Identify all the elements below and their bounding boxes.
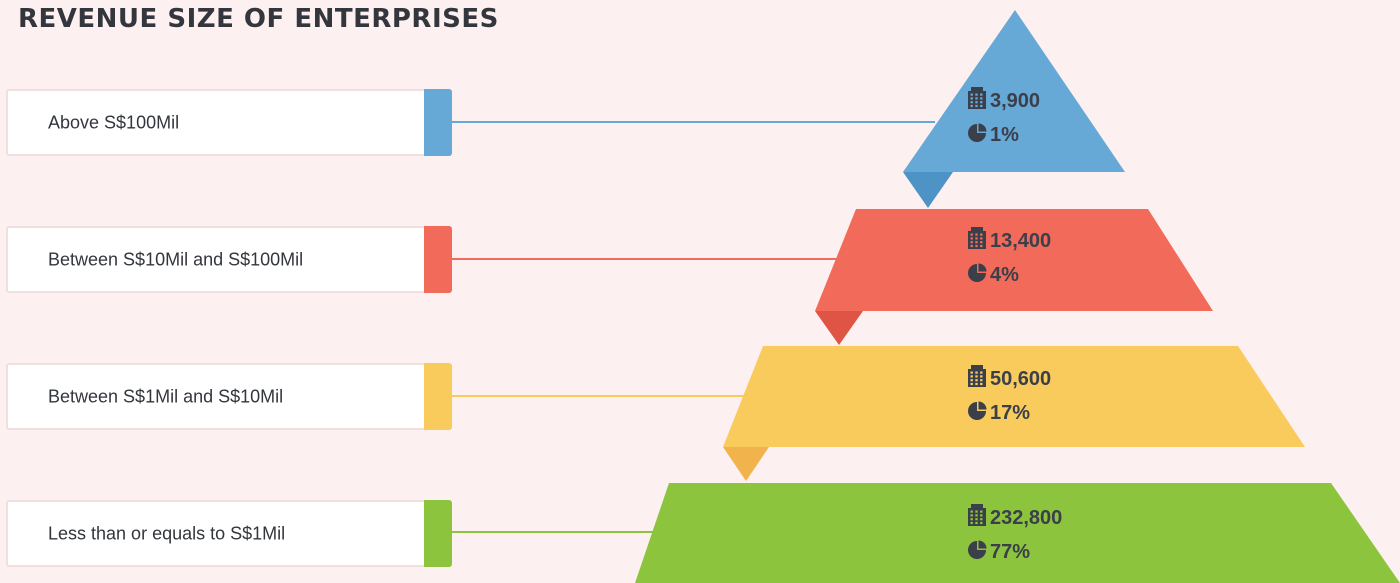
building-icon [968,504,986,526]
building-icon [968,365,986,387]
level-color-tab [424,226,452,293]
pie-chart-icon [968,123,987,142]
pyramid-fold [723,447,769,481]
enterprise-count-label: 50,600 [990,368,1051,390]
pyramid-level [815,209,1213,311]
pyramid-level [635,483,1400,583]
level-label: Above S$100Mil [48,112,180,132]
building-icon [968,87,986,109]
pyramid-level [903,10,1125,172]
enterprise-count-label: 232,800 [990,507,1062,529]
share-label: 1% [990,124,1019,146]
share-label: 17% [990,402,1030,424]
level-color-tab [424,363,452,430]
share-label: 4% [990,264,1019,286]
level-label-box: Between S$1Mil and S$10Mil [6,363,452,430]
level-label-box: Above S$100Mil [6,89,452,156]
chart-title: REVENUE SIZE OF ENTERPRISES [18,4,499,34]
pyramid-fold [903,172,953,208]
pie-chart-icon [968,401,987,420]
level-color-tab [424,89,452,156]
level-label-box: Between S$10Mil and S$100Mil [6,226,452,293]
pie-chart-icon [968,263,987,282]
level-label: Between S$10Mil and S$100Mil [48,249,304,269]
pie-chart-icon [968,540,987,559]
level-label: Between S$1Mil and S$10Mil [48,386,284,406]
enterprise-count-label: 13,400 [990,230,1051,252]
pyramid-level [723,346,1305,447]
level-label-box: Less than or equals to S$1Mil [6,500,452,567]
pyramid-fold [815,311,863,345]
building-icon [968,227,986,249]
level-label: Less than or equals to S$1Mil [48,523,286,543]
level-color-tab [424,500,452,567]
enterprise-count-label: 3,900 [990,90,1040,112]
share-label: 77% [990,541,1030,563]
